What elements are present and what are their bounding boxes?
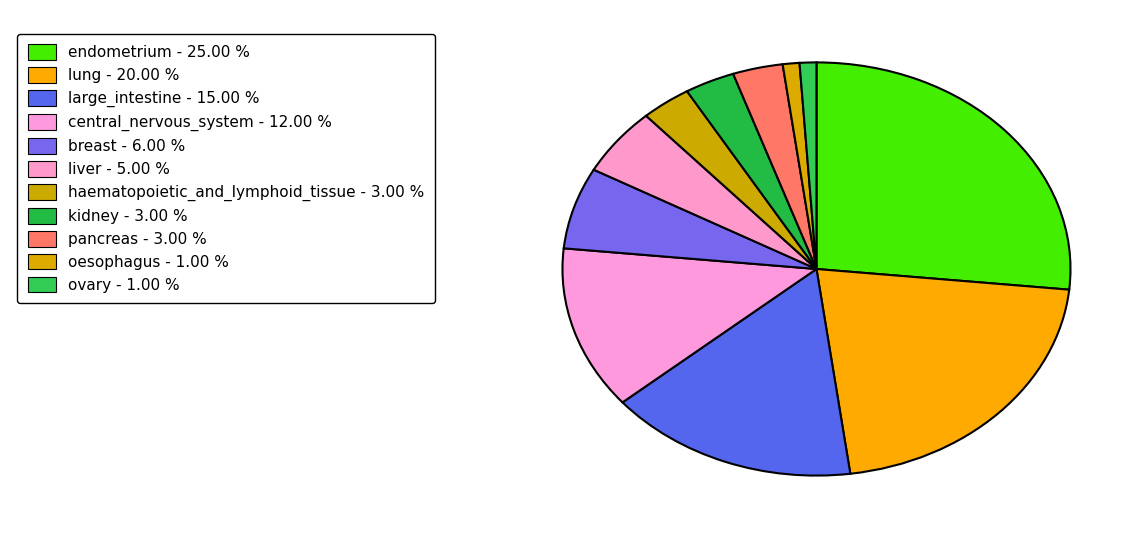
Wedge shape xyxy=(564,169,816,269)
Wedge shape xyxy=(594,116,816,269)
Wedge shape xyxy=(623,269,850,476)
Wedge shape xyxy=(687,74,816,269)
Legend: endometrium - 25.00 %, lung - 20.00 %, large_intestine - 15.00 %, central_nervou: endometrium - 25.00 %, lung - 20.00 %, l… xyxy=(17,34,434,303)
Wedge shape xyxy=(799,62,816,269)
Wedge shape xyxy=(646,91,816,269)
Wedge shape xyxy=(734,64,816,269)
Wedge shape xyxy=(782,63,816,269)
Wedge shape xyxy=(562,249,816,402)
Wedge shape xyxy=(816,62,1070,289)
Wedge shape xyxy=(816,269,1069,474)
